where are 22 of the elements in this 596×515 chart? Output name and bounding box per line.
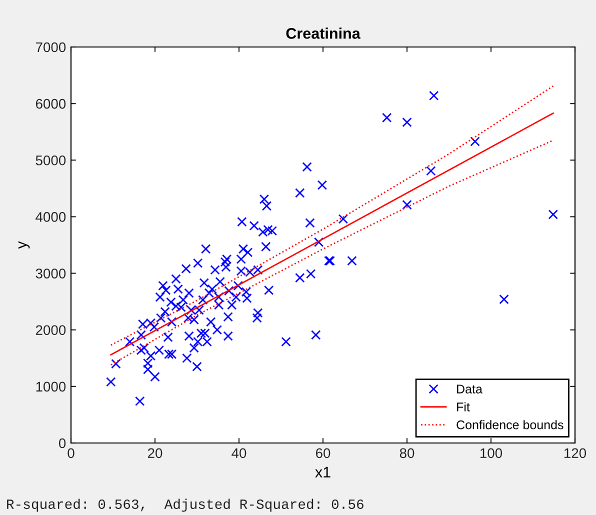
y-tick-label: 3000 — [36, 268, 66, 278]
chart-title: Creatinina — [286, 28, 360, 39]
y-axis-title: y — [18, 241, 30, 249]
legend-label: Confidence bounds — [456, 420, 564, 430]
x-tick-label: 0 — [68, 448, 74, 458]
y-tick-label: 5000 — [36, 155, 66, 166]
x-tick-label: 100 — [480, 448, 502, 458]
y-tick-label: 4000 — [36, 212, 66, 222]
legend-label: Fit — [457, 402, 470, 412]
y-tick-label: 6000 — [36, 98, 66, 109]
y-tick-label: 1000 — [36, 382, 66, 392]
y-tick-label: 0 — [58, 438, 66, 448]
x-tick-label: 20 — [148, 448, 162, 458]
x-tick-label: 80 — [400, 448, 414, 458]
y-tick-label: 7000 — [36, 42, 66, 52]
x-tick-label: 60 — [316, 448, 330, 458]
text: R-squared: 0.563, Adjusted R-Squared: 0.56 — [7, 498, 364, 512]
x-tick-label: 120 — [564, 448, 586, 458]
legend-label: Data — [457, 384, 482, 394]
x-axis-title: x1 — [315, 466, 330, 478]
x-tick-label: 40 — [232, 448, 246, 458]
y-tick-label: 2000 — [36, 325, 66, 336]
